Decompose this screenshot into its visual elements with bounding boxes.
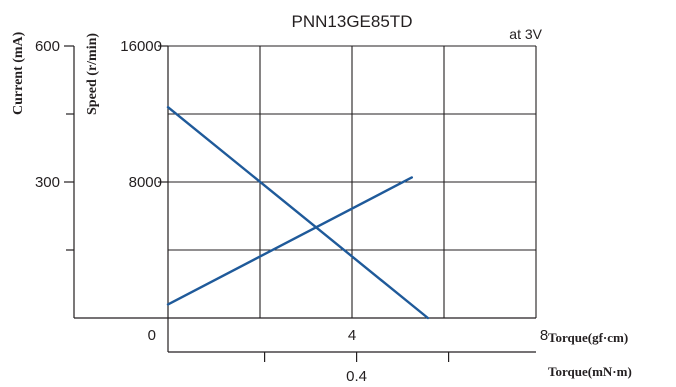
speed-tick-label: 8000 xyxy=(129,174,162,191)
x-tick-label: 0 xyxy=(148,327,156,344)
x2-axis-title: Torque(mN·m) xyxy=(548,364,632,379)
axes xyxy=(64,45,536,362)
grid-lines xyxy=(168,45,537,318)
data-series xyxy=(166,105,430,320)
current-tick-label: 600 xyxy=(35,38,60,55)
current-vs-torque-line xyxy=(166,176,413,306)
current-tick-label: 300 xyxy=(35,174,60,191)
y-speed-axis-title: Speed (r/min) xyxy=(85,33,100,115)
x2-tick-label: 0.4 xyxy=(346,368,367,385)
chart-labels: PNN13GE85TD at 3V Torque(gf·cm) Torque(m… xyxy=(11,12,632,385)
y-current-axis-title: Current (mA) xyxy=(11,31,26,115)
chart-title: PNN13GE85TD xyxy=(292,12,413,31)
x-tick-label: 8 xyxy=(540,327,548,344)
x-tick-label: 4 xyxy=(348,327,356,344)
speed-tick-label: 16000 xyxy=(120,38,162,55)
speed-vs-torque-line xyxy=(166,105,430,320)
x-axis-title: Torque(gf·cm) xyxy=(548,330,628,345)
chart-note: at 3V xyxy=(509,26,542,42)
